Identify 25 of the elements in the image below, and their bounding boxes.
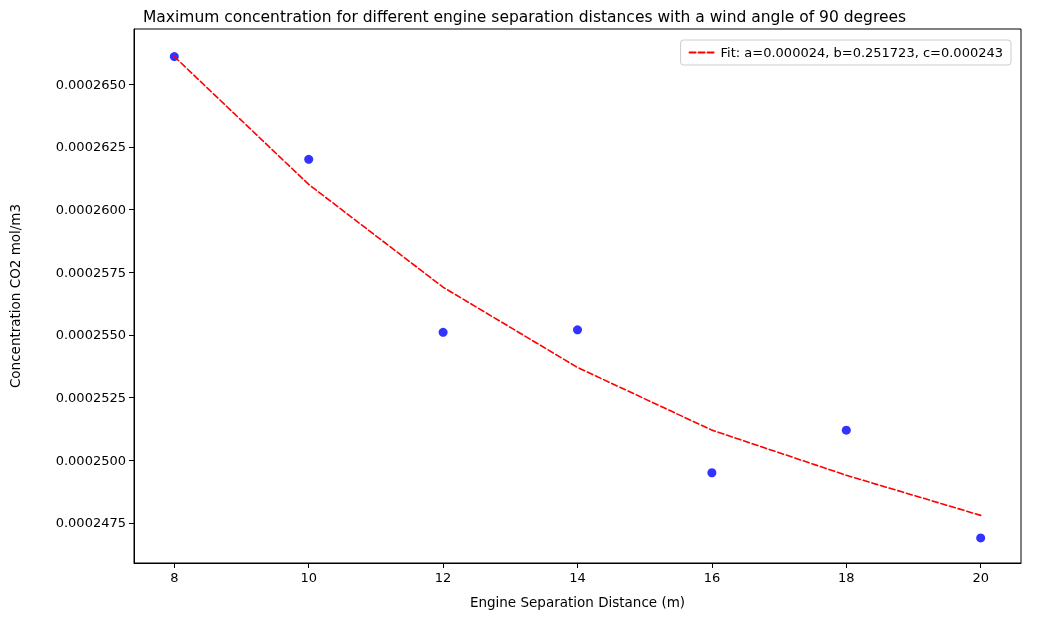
x-tick-label: 12 — [434, 570, 452, 585]
point — [841, 425, 851, 435]
y-axis-title: Concentration CO2 mol/m3 — [7, 203, 23, 389]
y-tick-label: 0.0002575 — [55, 264, 126, 280]
x-tick-label: 20 — [972, 570, 989, 585]
y-tick-label: 0.0002525 — [55, 390, 126, 406]
y-tick-label: 0.0002475 — [55, 515, 126, 531]
x-tick-label: 14 — [569, 570, 586, 585]
y-tick-label: 0.0002650 — [55, 76, 126, 92]
x-tick-label: 8 — [170, 570, 179, 585]
x-axis-title: Engine Separation Distance (m) — [469, 594, 686, 610]
y-tick-label: 0.0002600 — [55, 202, 126, 218]
y-tick-label: 0.0002625 — [55, 139, 126, 155]
x-tick-label: 18 — [838, 570, 855, 585]
point — [438, 327, 448, 337]
chart-title: Maximum concentration for different engine separation distances with a wind angle of 90 degrees — [142, 8, 907, 26]
point — [976, 533, 986, 543]
y-tick-label: 0.0002550 — [55, 327, 126, 343]
point — [573, 325, 582, 335]
y-tick-label: 0.0002500 — [55, 452, 126, 468]
x-tick-label: 16 — [703, 570, 721, 585]
legend-label: Fit: a=0.000024, b=0.251723, c=0.000243 — [720, 45, 1004, 60]
point — [707, 468, 717, 478]
x-tick-label: 10 — [300, 570, 317, 585]
point — [304, 154, 314, 164]
